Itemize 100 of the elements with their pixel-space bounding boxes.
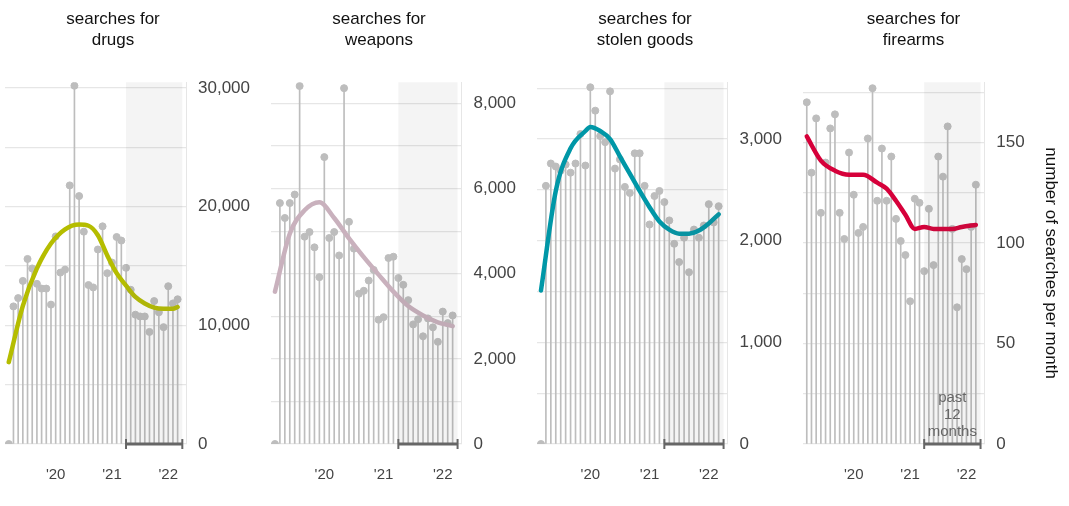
point xyxy=(61,265,70,274)
x-tick-label: '22 xyxy=(698,465,719,483)
point xyxy=(873,196,882,205)
point xyxy=(938,172,947,181)
y-tick-label: 150 xyxy=(996,132,1025,152)
point xyxy=(399,280,408,289)
point xyxy=(345,217,353,226)
point xyxy=(340,84,349,93)
line-series xyxy=(538,124,721,293)
point xyxy=(433,337,442,346)
point xyxy=(830,110,839,119)
chart-title: searches for firearms xyxy=(865,8,962,50)
point xyxy=(854,228,863,237)
point xyxy=(32,279,41,288)
y-tick-label: 2,000 xyxy=(473,348,517,368)
point xyxy=(845,148,854,157)
y-tick-label: 100 xyxy=(996,232,1025,252)
point xyxy=(625,188,634,197)
y-tick-label: 8,000 xyxy=(473,93,517,113)
point xyxy=(65,181,74,190)
point xyxy=(920,267,929,276)
line-series xyxy=(6,222,180,365)
point xyxy=(581,161,590,170)
point xyxy=(957,255,966,264)
point xyxy=(915,198,924,207)
point xyxy=(320,153,329,162)
point xyxy=(971,180,980,189)
point xyxy=(448,311,457,320)
point xyxy=(145,327,154,336)
point xyxy=(164,282,173,291)
point xyxy=(655,186,664,195)
point xyxy=(379,313,388,322)
point xyxy=(611,164,619,173)
point xyxy=(645,220,654,229)
point xyxy=(325,233,334,242)
point xyxy=(394,274,403,282)
point xyxy=(89,283,98,292)
point xyxy=(389,252,398,261)
point xyxy=(9,302,18,311)
x-tick-label: '21 xyxy=(102,465,122,483)
point xyxy=(892,214,901,223)
point xyxy=(929,261,938,270)
point xyxy=(428,323,437,332)
point xyxy=(438,307,447,316)
point xyxy=(173,295,182,304)
x-tick-label: '20 xyxy=(580,465,601,483)
point xyxy=(606,87,615,96)
x-tick-label: '20 xyxy=(843,465,864,483)
y-tick-label: 2,000 xyxy=(739,230,783,250)
y-axis-title: number of searches per month xyxy=(1042,147,1062,379)
point xyxy=(150,297,159,306)
point xyxy=(859,222,868,231)
y-tick-label: 20,000 xyxy=(198,196,250,216)
point xyxy=(14,294,23,303)
x-tick-label: '22 xyxy=(432,465,453,483)
point xyxy=(46,300,55,309)
point xyxy=(901,251,910,260)
point xyxy=(826,124,835,133)
point xyxy=(330,228,339,237)
point xyxy=(640,181,649,190)
point xyxy=(275,199,284,208)
point xyxy=(650,192,659,201)
point xyxy=(571,159,580,168)
line-series xyxy=(804,134,979,232)
point xyxy=(910,194,919,203)
point xyxy=(943,122,952,131)
x-tick-label: '21 xyxy=(373,465,394,483)
point xyxy=(103,269,112,278)
point xyxy=(882,196,891,205)
point xyxy=(803,98,811,107)
point xyxy=(953,303,962,312)
point xyxy=(159,323,168,332)
y-tick-label: 3,000 xyxy=(739,128,783,148)
point xyxy=(906,297,915,306)
point xyxy=(714,202,723,211)
point xyxy=(79,227,88,236)
point xyxy=(98,222,107,231)
y-tick-label: 10,000 xyxy=(198,315,250,335)
point xyxy=(359,286,368,295)
point xyxy=(868,84,877,93)
chart-title: searches for stolen goods xyxy=(595,8,695,50)
y-tick-label: 1,000 xyxy=(739,332,783,352)
point xyxy=(122,263,131,272)
x-tick-label: '20 xyxy=(314,465,335,483)
y-tick-label: 0 xyxy=(739,433,749,453)
point xyxy=(70,82,79,90)
point xyxy=(840,234,849,243)
y-tick-label: 0 xyxy=(198,433,208,453)
point xyxy=(665,216,674,225)
y-tick-label: 0 xyxy=(473,433,483,453)
point xyxy=(924,204,933,213)
point xyxy=(816,208,825,217)
point xyxy=(335,251,344,260)
point xyxy=(849,190,858,199)
point xyxy=(670,239,679,248)
point xyxy=(414,315,423,324)
point xyxy=(812,114,821,123)
y-tick-label: 30,000 xyxy=(198,77,250,97)
point xyxy=(896,236,905,245)
band-label: past 12 months xyxy=(927,387,977,439)
